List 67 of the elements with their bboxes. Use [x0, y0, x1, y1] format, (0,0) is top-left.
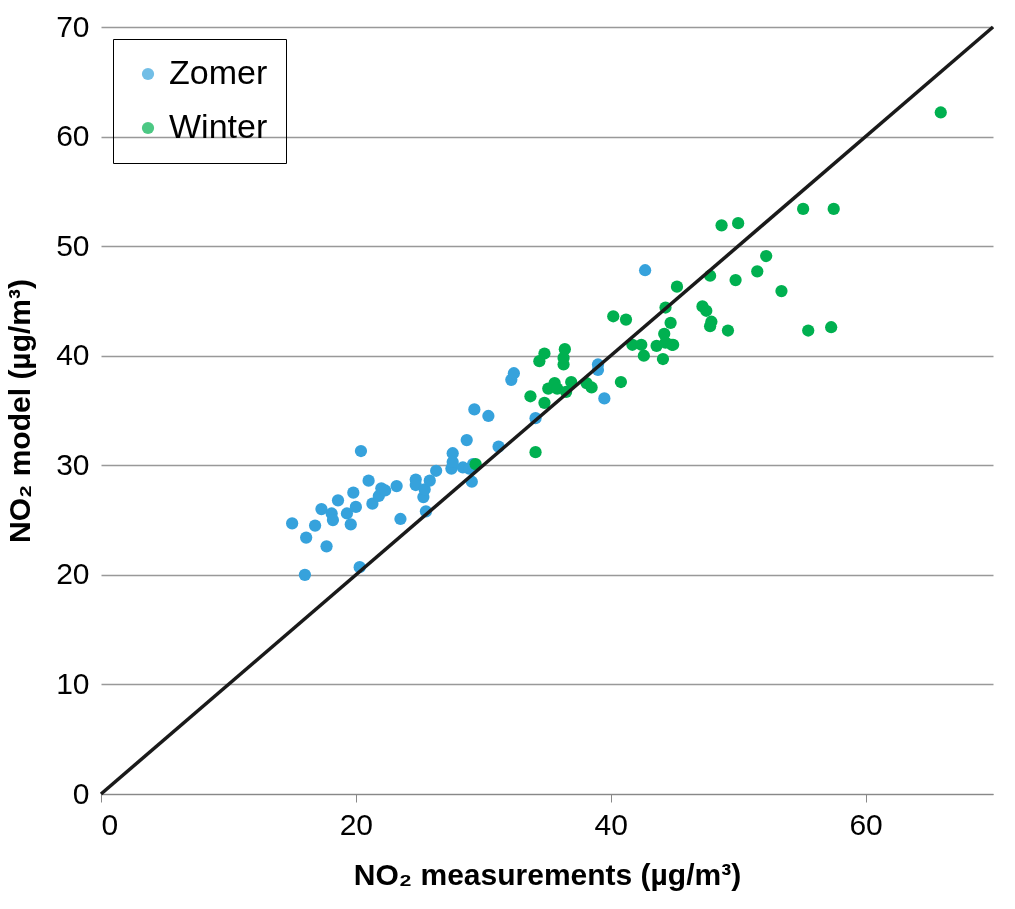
point: [635, 338, 648, 351]
y-tick-label: 10: [56, 666, 90, 700]
x-tick-label: 0: [101, 807, 119, 841]
point: [934, 106, 947, 119]
point: [482, 409, 495, 423]
point: [802, 324, 815, 337]
y-tick-label: 70: [56, 9, 90, 43]
point: [538, 347, 551, 360]
point: [308, 519, 322, 532]
point: [715, 219, 728, 232]
point: [347, 486, 360, 499]
point: [775, 284, 788, 298]
point: [529, 446, 542, 459]
point: [460, 433, 473, 447]
point: [331, 494, 345, 507]
point: [320, 540, 333, 553]
point: [300, 531, 313, 544]
legend-label: Winter: [169, 107, 268, 145]
y-tick-label: 60: [56, 119, 90, 153]
point: [298, 568, 312, 581]
point: [507, 367, 520, 380]
y-tick-label: 30: [56, 447, 90, 481]
point: [344, 518, 357, 531]
point: [538, 396, 551, 409]
point: [751, 265, 764, 278]
point: [639, 264, 652, 277]
point: [670, 280, 684, 293]
point: [619, 313, 633, 326]
point: [340, 507, 354, 520]
point: [732, 217, 745, 230]
point: [362, 474, 375, 487]
point: [286, 517, 299, 530]
point: [394, 512, 407, 526]
point: [468, 403, 481, 416]
point: [760, 249, 773, 263]
point: [656, 352, 670, 366]
point: [797, 202, 810, 215]
point: [430, 464, 443, 477]
x-tick-label: 40: [594, 807, 628, 841]
point: [827, 202, 840, 215]
y-tick-label: 0: [72, 776, 90, 810]
point: [315, 503, 328, 516]
x-axis-title: NO₂ measurements (µg/m³): [353, 857, 742, 891]
point: [585, 381, 598, 394]
y-axis-title: NO₂ model (µg/m³): [3, 279, 37, 543]
y-tick-label: 40: [56, 338, 90, 372]
point: [637, 349, 650, 362]
point: [598, 392, 611, 405]
point: [607, 310, 620, 323]
legend-label: Zomer: [169, 53, 268, 91]
x-tick-label: 60: [849, 807, 883, 841]
point: [721, 324, 735, 337]
point: [390, 479, 403, 493]
x-tick-label: 20: [339, 807, 374, 841]
y-tick-label: 50: [56, 228, 90, 262]
point: [326, 513, 340, 527]
point: [825, 321, 838, 334]
point: [729, 274, 742, 287]
y-tick-label: 20: [56, 557, 90, 591]
point: [703, 320, 717, 333]
point: [423, 474, 436, 487]
point: [700, 304, 713, 317]
point: [614, 375, 628, 389]
point: [664, 316, 677, 329]
point: [354, 444, 368, 458]
point: [349, 500, 362, 514]
point: [524, 390, 537, 403]
